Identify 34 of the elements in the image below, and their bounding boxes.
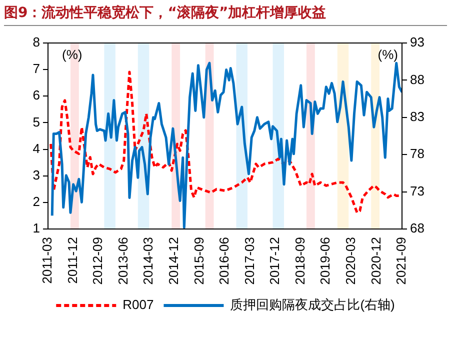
- x-tick-label: 2021-09: [394, 237, 409, 285]
- y2-tick-label: 83: [410, 108, 424, 124]
- x-tick-label: 2015-09: [191, 237, 206, 285]
- x-tick-label: 2017-03: [242, 237, 257, 285]
- y2-tick-label: 73: [410, 183, 424, 198]
- legend-label: R007: [122, 297, 154, 312]
- y-tick-label: 4: [32, 140, 40, 156]
- x-tick-label: 2018-09: [292, 237, 308, 285]
- x-tick-label: 2011-03: [40, 237, 55, 284]
- x-tick-label: 2014-12: [166, 237, 182, 285]
- x-tick-label: 2011-12: [64, 237, 80, 284]
- x-tick-label: 2016-06: [216, 237, 232, 285]
- x-tick-label: 2019-06: [318, 237, 333, 285]
- y2-tick-label: 88: [410, 72, 424, 87]
- y2-tick-label: 68: [410, 220, 424, 236]
- x-tick-label: 2014-03: [140, 237, 156, 285]
- y2-tick-label: 78: [410, 146, 424, 162]
- y-tick-label: 2: [32, 194, 40, 210]
- x-tick-label: 2013-06: [115, 237, 130, 285]
- y-axis-title: (%): [62, 47, 82, 62]
- x-tick-label: 2020-12: [368, 237, 384, 285]
- y-tick-label: 7: [32, 61, 40, 76]
- y-tick-label: 5: [32, 114, 40, 130]
- legend-label: 质押回购隔夜成交占比(右轴): [230, 297, 395, 312]
- y-tick-label: 3: [32, 167, 40, 182]
- x-tick-label: 2020-03: [343, 237, 358, 285]
- y-tick-label: 6: [32, 88, 40, 103]
- y-tick-label: 8: [32, 34, 40, 50]
- y2-axis-title: (%): [378, 47, 398, 62]
- x-tick-label: 2012-09: [90, 237, 106, 285]
- y-tick-label: 1: [32, 220, 40, 236]
- chart-title: 图9：流动性平稳宽松下，“滚隔夜”加杠杆增厚收益: [4, 4, 447, 26]
- y2-tick-label: 93: [410, 34, 424, 50]
- x-tick-label: 2017-12: [267, 237, 282, 285]
